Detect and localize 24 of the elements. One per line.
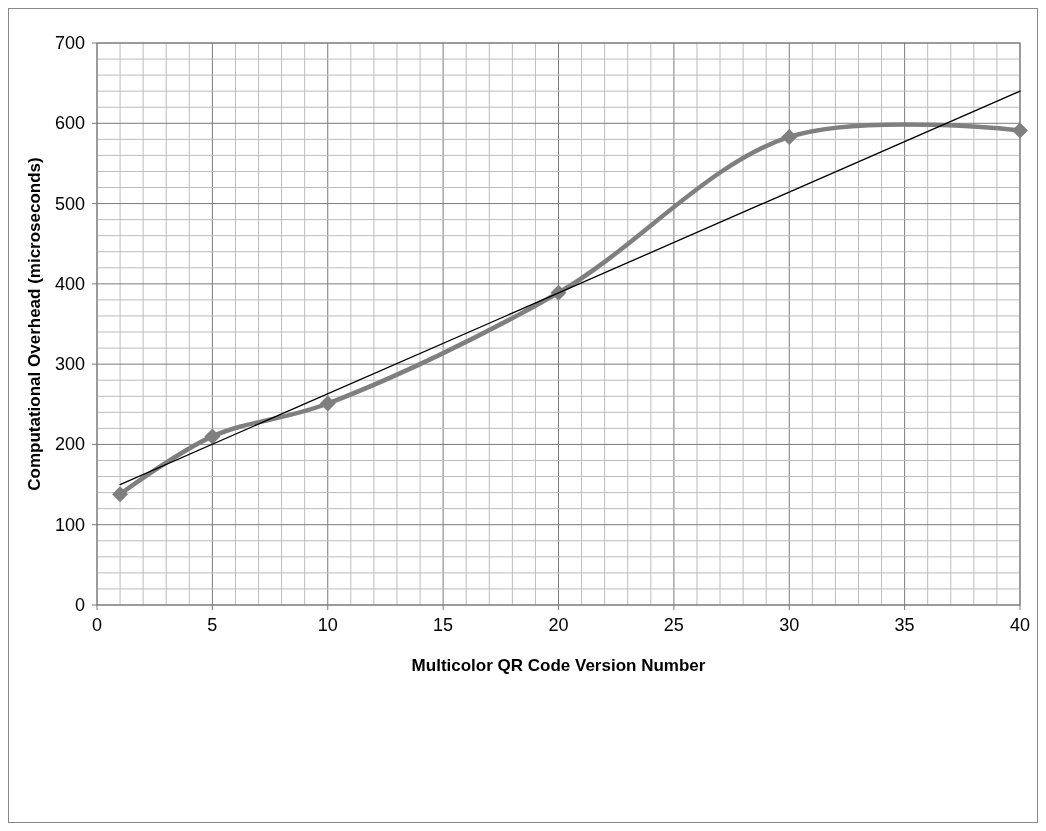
x-tick-label: 20 <box>548 615 569 635</box>
x-tick-label: 30 <box>779 615 800 635</box>
y-tick-label: 700 <box>54 33 85 53</box>
y-tick-label: 100 <box>54 514 85 535</box>
y-tick-label: 0 <box>74 595 85 615</box>
point <box>319 395 336 412</box>
x-tick-label: 40 <box>1009 615 1031 635</box>
x-tick-label: 35 <box>894 615 915 635</box>
x-tick-label: 10 <box>317 615 338 635</box>
y-tick-label: 300 <box>54 354 85 375</box>
x-tick-label: 15 <box>433 615 454 635</box>
y-tick-label: 200 <box>54 434 85 455</box>
y-tick-label: 600 <box>54 113 85 134</box>
point <box>1012 122 1028 139</box>
y-tick-label: 400 <box>54 273 85 294</box>
x-tick-label: 25 <box>663 615 684 635</box>
x-axis-title: Multicolor QR Code Version Number <box>411 656 706 675</box>
point <box>781 128 798 145</box>
point <box>204 428 221 445</box>
point <box>112 486 129 503</box>
y-axis-title: Computational Overhead (microseconds) <box>25 157 44 491</box>
x-tick-label: 5 <box>207 615 218 635</box>
y-tick-label: 500 <box>54 193 85 214</box>
x-tick-label: 0 <box>91 615 103 635</box>
